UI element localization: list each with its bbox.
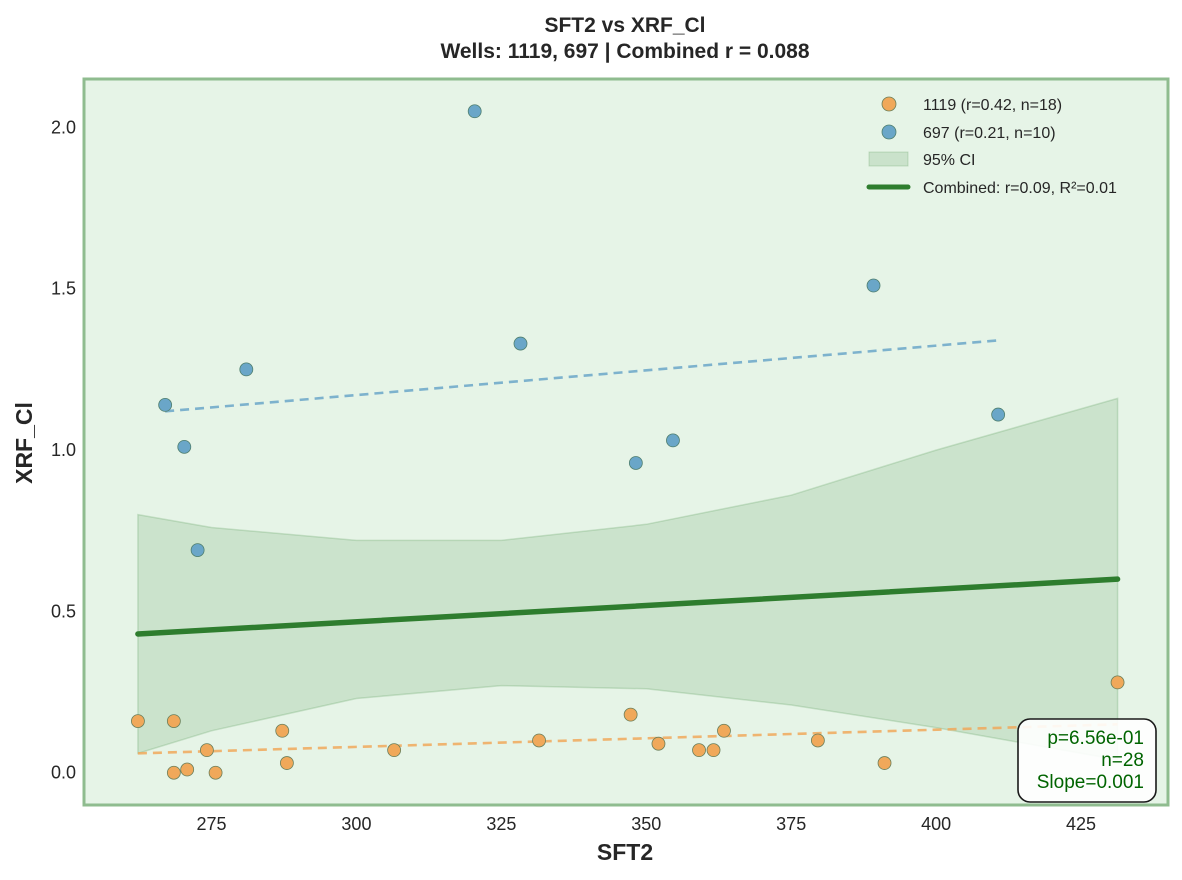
y-tick-label: 1.5 bbox=[51, 279, 76, 299]
x-axis-label: SFT2 bbox=[597, 839, 653, 865]
data-point-1119 bbox=[387, 743, 402, 758]
chart-title: SFT2 vs XRF_Cl bbox=[544, 14, 705, 37]
x-tick-label: 375 bbox=[776, 814, 806, 834]
legend-label-ci: 95% CI bbox=[923, 152, 975, 169]
data-point-1119 bbox=[623, 707, 638, 722]
data-point-1119 bbox=[131, 714, 145, 729]
x-tick-label: 300 bbox=[341, 814, 371, 834]
data-point-1119 bbox=[208, 765, 223, 780]
data-point-1119 bbox=[532, 733, 546, 748]
x-tick-label: 350 bbox=[631, 814, 661, 834]
x-tick-label: 325 bbox=[486, 814, 516, 834]
x-tick-label: 425 bbox=[1066, 814, 1096, 834]
data-point-697 bbox=[866, 278, 881, 293]
data-point-1119 bbox=[692, 743, 706, 758]
legend-label-1119: 1119 (r=0.42, n=18) bbox=[923, 97, 1062, 114]
legend-label-combined: Combined: r=0.09, R²=0.01 bbox=[923, 180, 1117, 197]
data-point-697 bbox=[666, 433, 680, 448]
chart-subtitle: Wells: 1119, 697 | Combined r = 0.088 bbox=[440, 40, 809, 63]
trend-line-697 bbox=[165, 339, 999, 413]
data-point-697 bbox=[190, 543, 205, 557]
y-tick-label: 2.0 bbox=[51, 117, 76, 137]
legend-marker-ci bbox=[868, 151, 909, 167]
data-point-1119 bbox=[166, 714, 181, 729]
data-point-1119 bbox=[651, 736, 666, 751]
data-point-697 bbox=[467, 104, 482, 119]
stats-p-value: p=6.56e-01 bbox=[1047, 728, 1144, 749]
x-axis-ticks: 275 300 325 350 375 400 425 bbox=[197, 814, 1097, 834]
data-point-1119 bbox=[275, 723, 290, 738]
legend-label-697: 697 (r=0.21, n=10) bbox=[923, 125, 1056, 142]
data-point-1119 bbox=[717, 723, 731, 738]
data-point-1119 bbox=[279, 756, 294, 770]
data-point-697 bbox=[991, 407, 1006, 422]
data-point-697 bbox=[513, 336, 528, 351]
y-axis-label: XRF_Cl bbox=[11, 402, 37, 484]
legend-marker-697 bbox=[881, 124, 897, 140]
stats-n: n=28 bbox=[1101, 750, 1144, 771]
plot-background bbox=[82, 77, 1170, 807]
data-point-1119 bbox=[706, 743, 721, 758]
plot-area bbox=[82, 77, 1170, 807]
y-tick-label: 0.5 bbox=[51, 601, 76, 621]
y-axis-ticks: 0.0 0.5 1.0 1.5 2.0 bbox=[51, 117, 76, 782]
x-tick-label: 275 bbox=[197, 814, 227, 834]
stats-box-frame bbox=[1017, 718, 1157, 803]
data-point-1119 bbox=[199, 743, 214, 758]
data-point-697 bbox=[158, 397, 173, 412]
legend-marker-1119 bbox=[881, 96, 897, 112]
data-point-1119 bbox=[1110, 675, 1125, 690]
combined-regression-line bbox=[135, 576, 1121, 637]
data-point-1119 bbox=[877, 756, 892, 770]
trend-line-1119 bbox=[137, 723, 1118, 755]
data-point-697 bbox=[239, 362, 254, 377]
data-point-1119 bbox=[810, 733, 825, 748]
data-point-1119 bbox=[166, 765, 181, 780]
data-point-697 bbox=[628, 456, 643, 470]
data-point-697 bbox=[177, 439, 192, 454]
y-tick-label: 1.0 bbox=[51, 440, 76, 460]
stats-box: p=6.56e-01 n=28 Slope=0.001 bbox=[1017, 718, 1157, 803]
data-point-1119 bbox=[180, 762, 195, 777]
x-tick-label: 400 bbox=[921, 814, 951, 834]
legend: 1119 (r=0.42, n=18) 697 (r=0.21, n=10) 9… bbox=[866, 96, 1117, 197]
stats-slope: Slope=0.001 bbox=[1037, 772, 1144, 793]
y-tick-label: 0.0 bbox=[51, 763, 76, 783]
